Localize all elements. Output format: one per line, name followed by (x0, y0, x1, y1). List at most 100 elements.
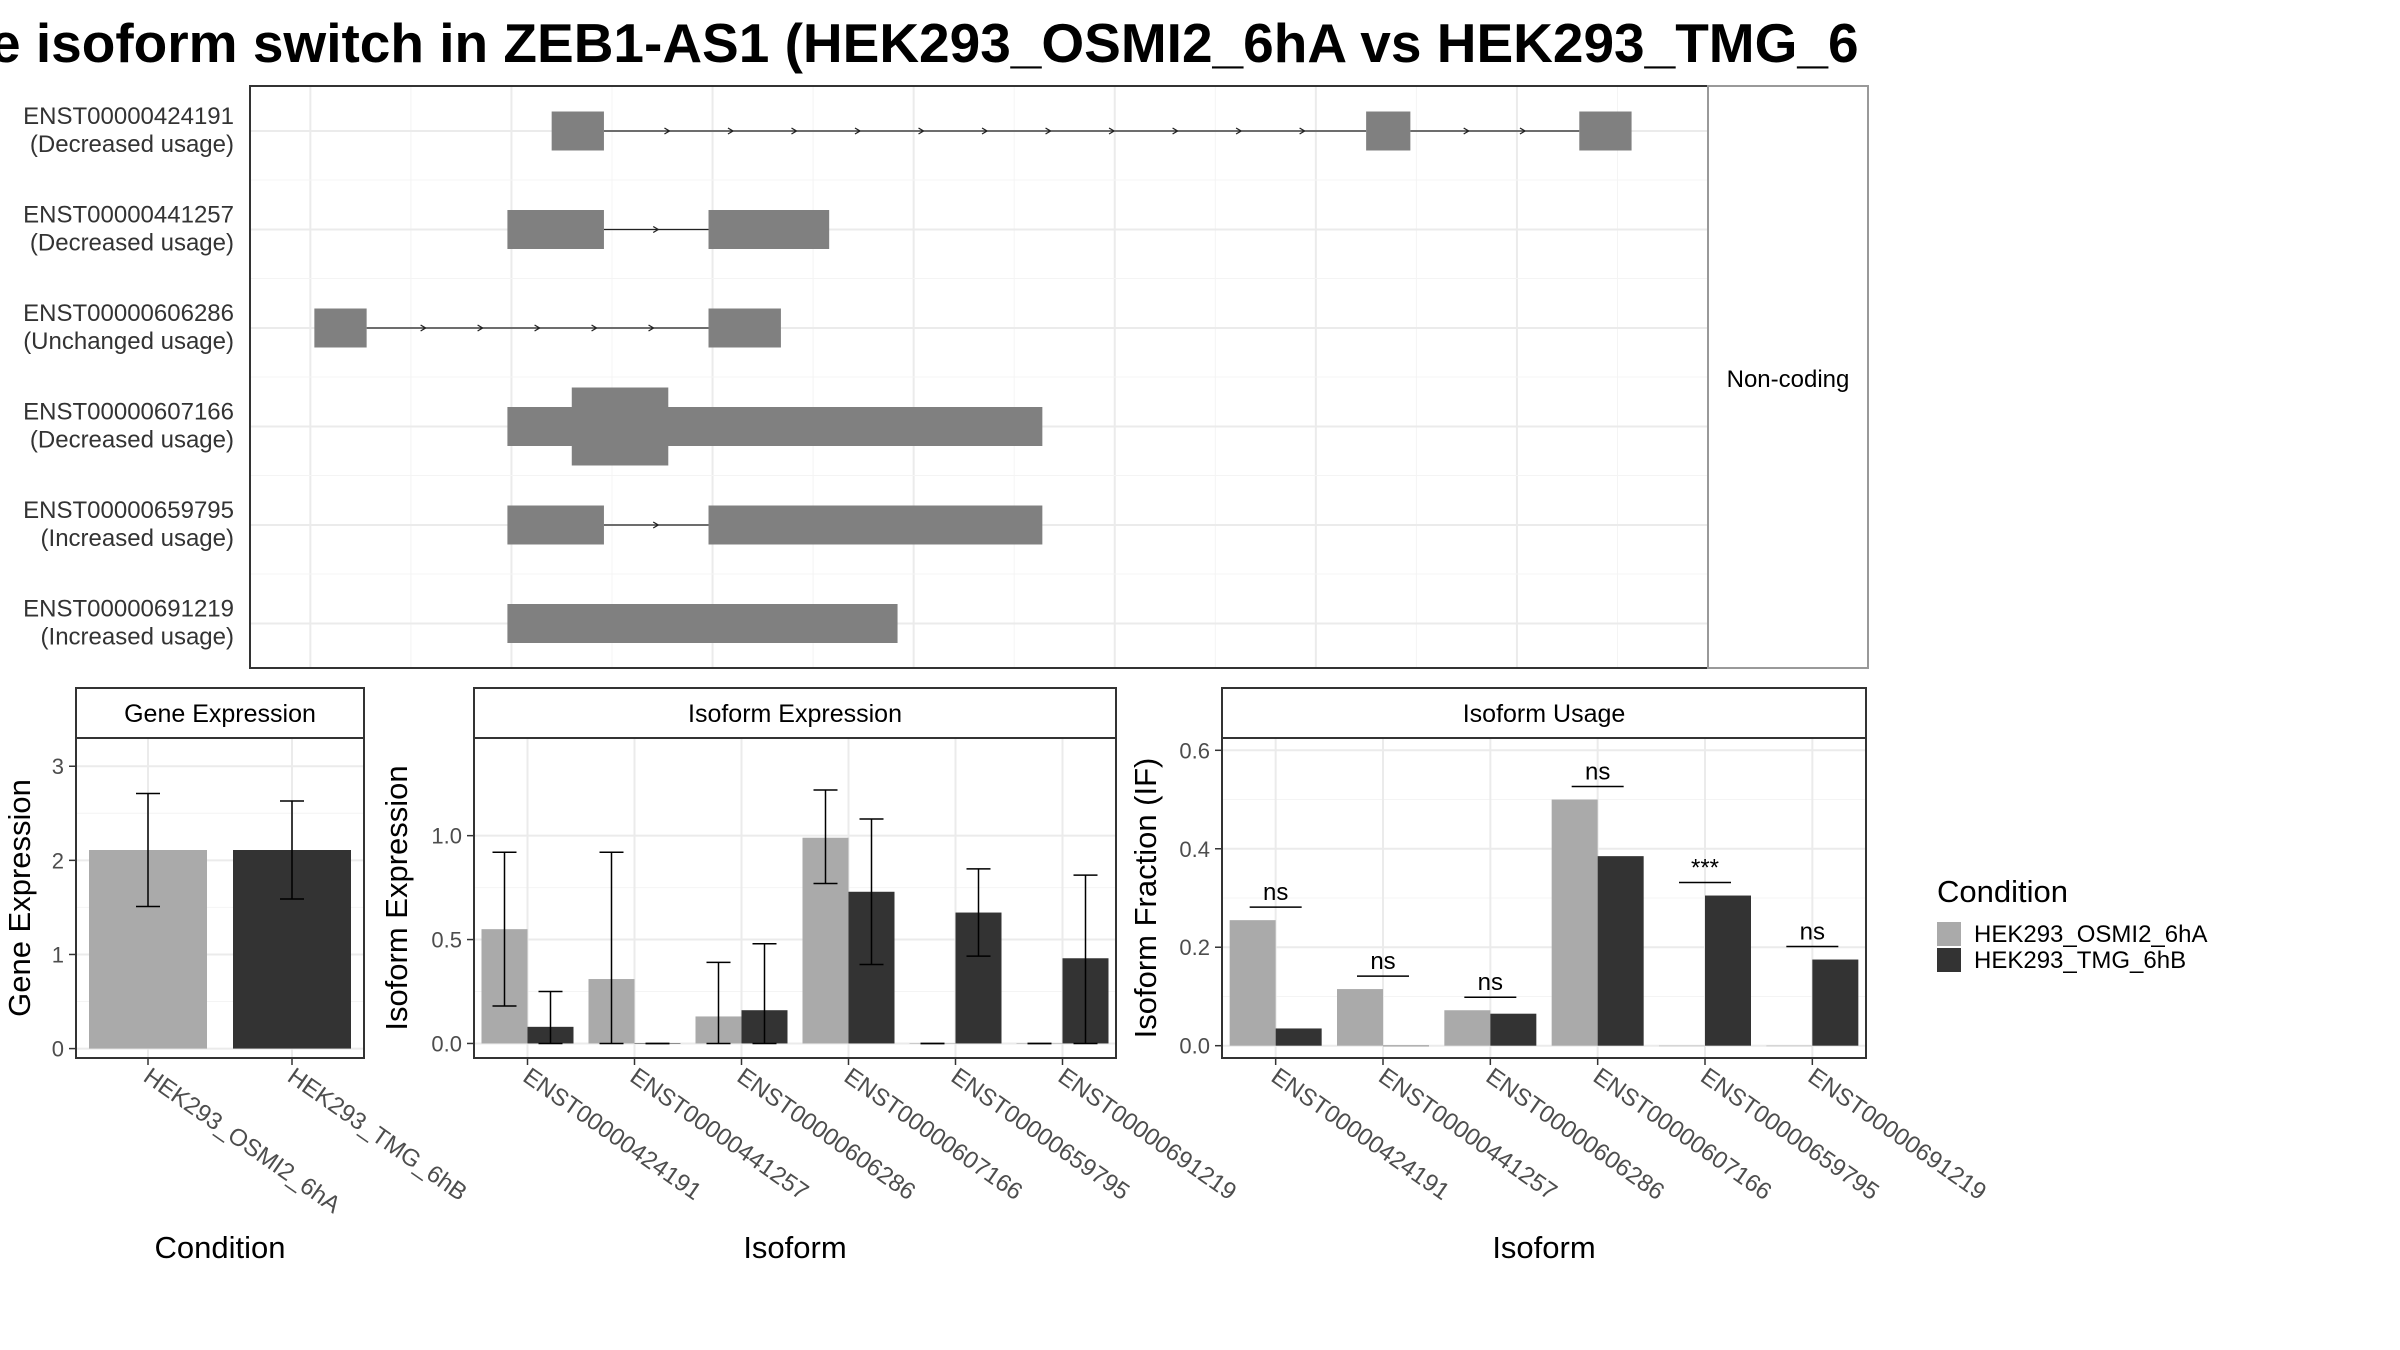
bar-ENST00000606286-HEK293_OSMI2_6hA (1444, 1010, 1491, 1046)
x-tick-label: ENST00000424191 (1266, 1063, 1454, 1206)
intron-arrow (791, 127, 798, 135)
exon-block (708, 308, 781, 348)
exon-block (1579, 111, 1632, 151)
y-axis-title: Isoform Fraction (IF) (1128, 758, 1163, 1039)
significance-label: ns (1478, 969, 1503, 996)
intron-arrow (652, 225, 660, 234)
panel-title: Isoform Expression (688, 700, 902, 728)
x-tick-label: ENST00000606286 (732, 1063, 920, 1206)
intron-arrow (664, 127, 671, 135)
y-tick-label: 0.0 (1179, 1034, 1210, 1059)
bar-ENST00000691219-HEK293_TMG_6hB (1812, 959, 1859, 1046)
usage-label: (Decreased usage) (30, 131, 234, 158)
exon-block (708, 210, 830, 249)
bar-ENST00000441257-HEK293_TMG_6hB (1383, 1045, 1429, 1047)
structure-strip (1707, 85, 1869, 669)
isoform-label: ENST00000659795 (23, 497, 234, 524)
isoform-label: ENST00000441257 (23, 202, 234, 229)
bar-ENST00000441257-HEK293_OSMI2_6hA (1337, 989, 1383, 1046)
usage-label: (Increased usage) (41, 525, 234, 552)
x-tick-label: ENST00000424191 (518, 1063, 706, 1206)
bar-ENST00000424191-HEK293_TMG_6hB (1275, 1028, 1322, 1046)
panel-title: Gene Expression (124, 700, 316, 728)
exon-block (1366, 111, 1411, 151)
legend-label: HEK293_OSMI2_6hA (1974, 921, 2207, 948)
exon-block (571, 387, 669, 466)
legend-swatch (1937, 948, 1961, 972)
x-tick-label: ENST00000441257 (1374, 1063, 1562, 1206)
x-tick-label: ENST00000606286 (1481, 1063, 1669, 1206)
exon-block (507, 604, 898, 643)
transcript-structure-panel: ENST00000424191(Decreased usage)ENST0000… (23, 85, 1869, 669)
intron-arrow (1235, 127, 1243, 135)
bar-ENST00000607166-HEK293_OSMI2_6hA (1551, 799, 1598, 1046)
legend-title: Condition (1937, 874, 2068, 909)
intron-arrow (1299, 127, 1306, 135)
exon-block (314, 308, 367, 348)
isoform-label: ENST00000607166 (23, 399, 234, 426)
x-axis-title: Condition (155, 1230, 286, 1265)
y-tick-label: 0.5 (431, 928, 462, 953)
bar-ENST00000659795-HEK293_OSMI2_6hA (1659, 1045, 1705, 1047)
y-axis-title: Isoform Expression (379, 765, 414, 1030)
intron-arrow (1172, 127, 1179, 135)
panel-strip (473, 687, 1117, 739)
significance-label: *** (1691, 855, 1719, 882)
x-axis-title: Isoform (743, 1230, 846, 1265)
strip-label-noncoding: Non-coding (1727, 366, 1850, 393)
usage-label: (Unchanged usage) (23, 328, 234, 355)
bar-ENST00000659795-HEK293_TMG_6hB (1705, 895, 1751, 1046)
bar-ENST00000607166-HEK293_TMG_6hB (1597, 856, 1644, 1046)
exon-block (507, 210, 604, 249)
y-tick-label: 0 (52, 1037, 64, 1062)
legend-swatch (1937, 922, 1961, 946)
intron-arrow (648, 324, 655, 332)
intron-arrow (981, 127, 989, 135)
exon-block (507, 505, 604, 545)
panel-border (75, 737, 365, 1059)
significance-label: ns (1585, 759, 1610, 786)
intron-arrow (591, 324, 598, 332)
intron-arrow (1463, 127, 1470, 135)
x-axis-title: Isoform (1492, 1230, 1595, 1265)
x-tick-label: ENST00000607166 (1588, 1063, 1776, 1206)
panel-title: Isoform Usage (1463, 700, 1626, 728)
y-tick-label: 3 (52, 754, 64, 779)
panel-strip (75, 687, 365, 739)
intron-arrow (918, 127, 925, 135)
intron-arrow (1045, 127, 1052, 135)
usage-label: (Decreased usage) (30, 427, 234, 454)
isoform-expression-panel: Isoform Expression 0.0 0.5 1.0 ENST000004241… (379, 687, 1241, 1265)
y-tick-label: 0.6 (1179, 738, 1210, 763)
intron-arrow (652, 521, 660, 529)
significance-label: ns (1263, 879, 1288, 906)
y-tick-label: 0.2 (1179, 935, 1210, 960)
figure-title: e isoform switch in ZEB1-AS1 (HEK293_OSM… (0, 12, 1862, 74)
panel-border (1221, 737, 1867, 1059)
intron-arrow (1519, 127, 1527, 135)
x-tick-label: ENST00000441257 (625, 1063, 813, 1206)
exon-block (708, 505, 1043, 545)
exon-block (551, 111, 604, 151)
usage-label: (Decreased usage) (30, 230, 234, 257)
panel-strip (1221, 687, 1867, 739)
isoform-label: ENST00000606286 (23, 300, 234, 327)
isoform-usage-panel: Isoform Usage ns ns ns ns *** ns 0.0 0.2 0.4 0.6 EN… (1128, 687, 1991, 1265)
y-tick-label: 0.0 (431, 1031, 462, 1056)
intron-arrow (420, 324, 427, 332)
y-tick-label: 1.0 (431, 824, 462, 849)
x-tick-label: ENST00000691219 (1803, 1063, 1991, 1206)
bar-ENST00000424191-HEK293_OSMI2_6hA (1229, 920, 1276, 1046)
intron-arrow (854, 127, 862, 135)
isoform-label: ENST00000691219 (23, 596, 234, 623)
panel-border (473, 737, 1117, 1059)
intron-arrow (477, 324, 484, 332)
x-tick-label: ENST00000659795 (1696, 1063, 1884, 1206)
x-tick-label: ENST00000659795 (946, 1063, 1134, 1206)
significance-label: ns (1370, 948, 1395, 975)
intron-arrow (727, 127, 735, 135)
legend-label: HEK293_TMG_6hB (1974, 947, 2186, 974)
x-tick-label: ENST00000607166 (839, 1063, 1027, 1206)
